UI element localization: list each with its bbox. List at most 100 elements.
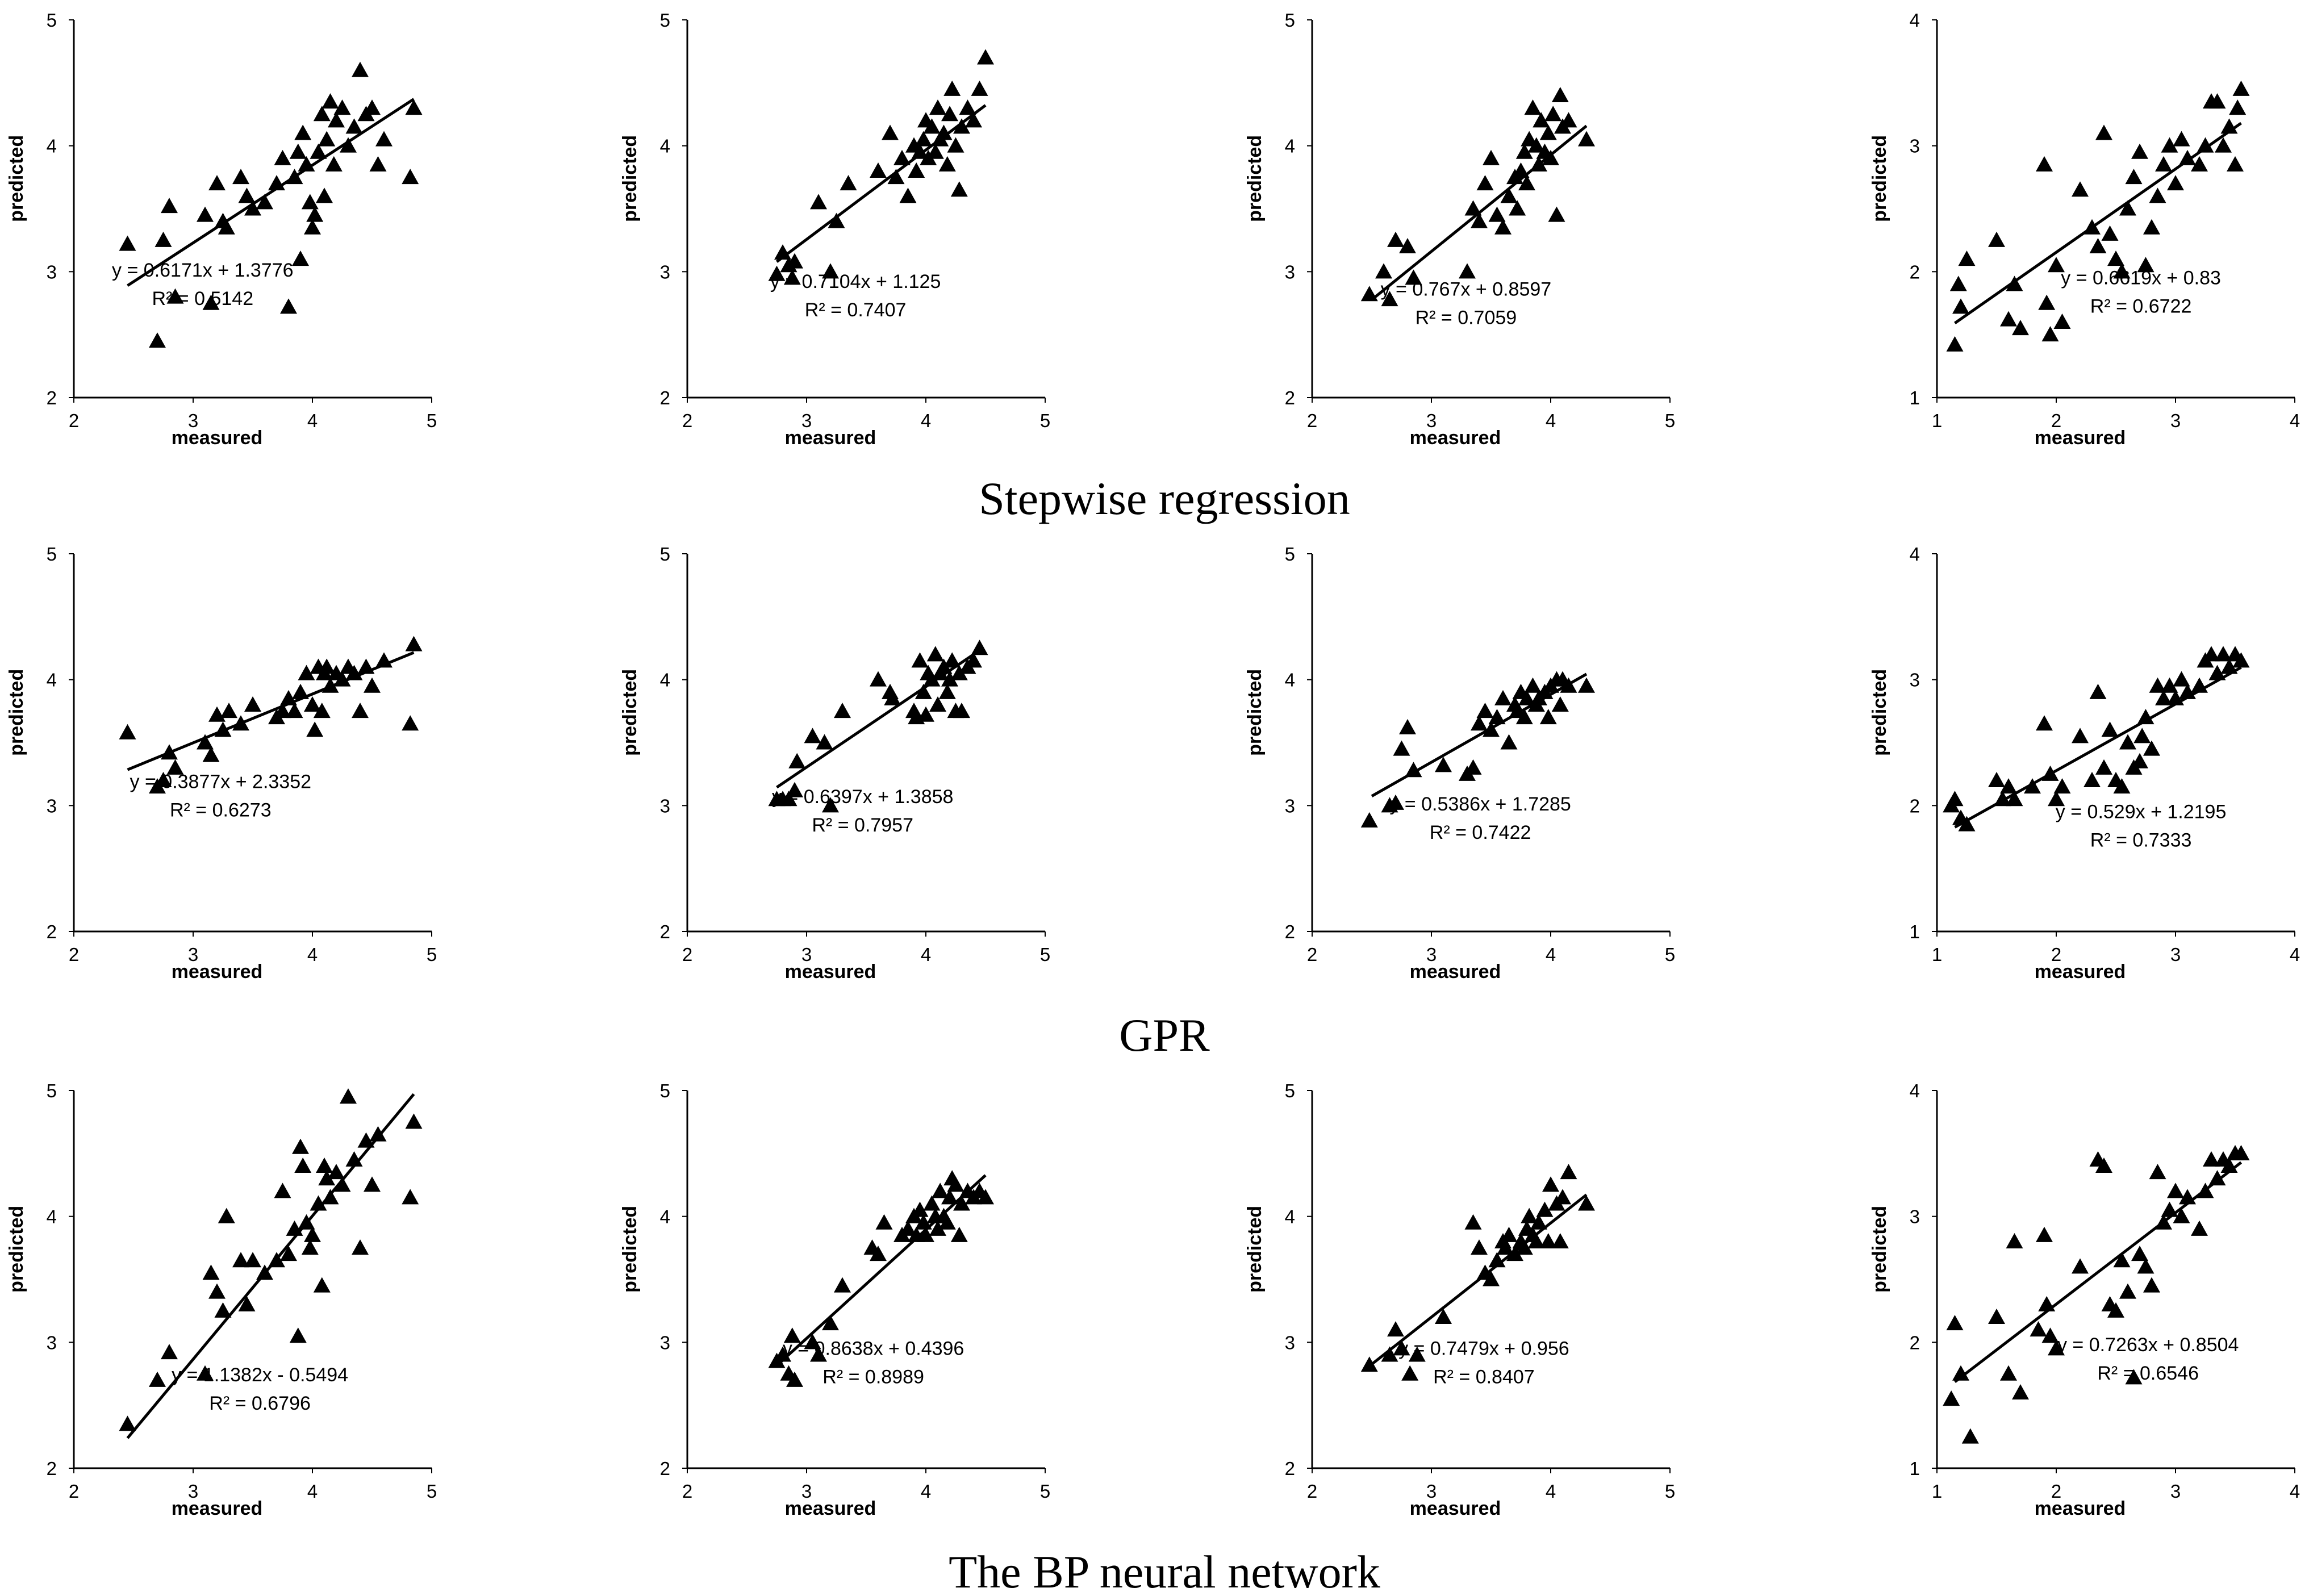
data-point — [911, 143, 929, 159]
x-tick-label: 4 — [2290, 944, 2300, 965]
data-point — [1464, 200, 1482, 216]
data-point — [2125, 169, 2143, 185]
y-axis-label: predicted — [1869, 1206, 1890, 1293]
x-tick-label: 3 — [1426, 1481, 1437, 1502]
data-point — [2036, 1226, 2053, 1242]
y-tick-label: 2 — [1910, 261, 1920, 282]
data-point — [357, 1132, 375, 1148]
data-point — [2131, 1246, 2148, 1261]
y-tick-label: 4 — [1285, 136, 1295, 157]
data-point — [2107, 1302, 2124, 1318]
x-tick-label: 3 — [2170, 944, 2181, 965]
data-point — [899, 1220, 917, 1236]
x-tick-label: 1 — [1932, 944, 1942, 965]
data-point — [402, 1189, 419, 1205]
r-squared-label: R² = 0.7059 — [1416, 307, 1517, 328]
data-point — [292, 250, 309, 266]
data-point — [292, 683, 309, 699]
data-point — [1988, 1309, 2005, 1324]
data-point — [1494, 219, 1512, 235]
data-point — [2119, 734, 2136, 750]
data-point — [2208, 1170, 2226, 1186]
data-point — [244, 200, 261, 216]
data-point — [316, 187, 333, 203]
data-point — [1497, 1239, 1514, 1255]
data-point — [1551, 696, 1569, 712]
x-axis-label: measured — [1410, 427, 1501, 449]
data-point — [2232, 652, 2250, 668]
data-point — [2083, 772, 2101, 787]
data-point — [1958, 816, 1976, 832]
data-point — [2041, 1327, 2059, 1343]
data-point — [2203, 646, 2220, 662]
data-point — [926, 646, 944, 662]
data-point — [2143, 1277, 2160, 1293]
chart-r1-c3: 2 3 4 5 2 3 4 5 measured predicted y = 0.767x + 0.… — [1244, 10, 1675, 449]
data-point — [119, 1415, 136, 1431]
x-tick-label: 4 — [2290, 410, 2300, 431]
data-point — [816, 734, 833, 750]
data-point — [1542, 149, 1559, 165]
data-point — [1961, 1428, 1979, 1444]
data-point — [2119, 1283, 2136, 1299]
data-point — [950, 181, 968, 197]
x-tick-label: 2 — [1307, 1481, 1317, 1502]
r-squared-label: R² = 0.7957 — [812, 814, 913, 836]
data-point — [1471, 212, 1488, 228]
x-tick-label: 2 — [2051, 944, 2061, 965]
data-point — [884, 690, 901, 705]
chart-r3-c4: 1 2 3 4 1 2 3 4 measured predicted y = 0.7263x + 0… — [1869, 1080, 2300, 1519]
data-point — [834, 1277, 851, 1293]
data-point — [932, 1183, 949, 1198]
data-point — [274, 1183, 291, 1198]
x-tick-label: 4 — [2290, 1481, 2300, 1502]
chart-r1-c4: 1 2 3 4 1 2 3 4 measured predicted y = 0.6619x + 0… — [1869, 10, 2300, 449]
data-point — [810, 1346, 827, 1362]
data-point — [1527, 137, 1545, 153]
y-tick-label: 4 — [1285, 1206, 1295, 1227]
x-axis-label: measured — [2035, 1498, 2126, 1519]
data-point — [1578, 131, 1595, 147]
data-point — [256, 194, 273, 210]
data-point — [161, 1344, 178, 1360]
data-point — [1459, 263, 1476, 279]
y-tick-label: 4 — [1910, 10, 1920, 31]
y-tick-label: 2 — [47, 1458, 57, 1479]
data-point — [2048, 257, 2065, 273]
data-point — [2167, 175, 2184, 191]
data-point — [2137, 1258, 2154, 1274]
data-point — [953, 118, 970, 134]
x-tick-label: 3 — [801, 410, 812, 431]
x-tick-label: 5 — [1665, 410, 1675, 431]
data-point — [375, 131, 393, 147]
y-tick-label: 4 — [660, 670, 670, 691]
y-axis-label: predicted — [1869, 669, 1890, 756]
data-point — [1399, 238, 1416, 253]
chart-r1-c1: 2 3 4 5 2 3 4 5 measured predicted y = 0.6171x + 1… — [6, 10, 437, 449]
data-point — [1515, 1239, 1533, 1255]
data-point — [1393, 740, 1410, 756]
y-tick-label: 3 — [47, 1332, 57, 1353]
data-point — [202, 294, 220, 310]
data-point — [352, 61, 369, 77]
data-point — [2095, 1158, 2112, 1173]
data-point — [2089, 238, 2107, 253]
data-point — [197, 206, 214, 222]
data-point — [915, 1214, 932, 1230]
data-point — [943, 80, 961, 96]
data-point — [369, 1126, 387, 1142]
data-point — [2113, 1252, 2131, 1268]
data-point — [1488, 206, 1506, 222]
data-point — [947, 137, 964, 153]
data-point — [1544, 106, 1562, 122]
trend-line — [127, 98, 415, 287]
data-point — [2208, 93, 2226, 109]
data-point — [788, 753, 806, 768]
data-point — [1551, 87, 1569, 102]
data-point — [2173, 131, 2190, 147]
y-tick-label: 5 — [47, 544, 57, 565]
y-tick-label: 2 — [1910, 1332, 1920, 1353]
chart-panels: 2 3 4 5 2 3 4 5 measured predicted y = 0.6171x + 1… — [6, 10, 2300, 1519]
data-point — [1476, 703, 1494, 718]
x-tick-label: 4 — [921, 1481, 931, 1502]
